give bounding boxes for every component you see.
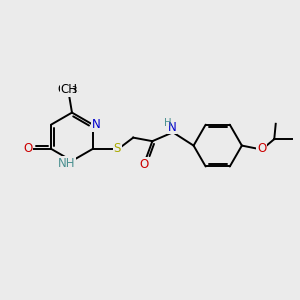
Text: N: N [92, 118, 100, 130]
Text: S: S [114, 142, 121, 155]
Text: H: H [164, 118, 171, 128]
Text: O: O [257, 142, 266, 155]
Text: CH₃: CH₃ [58, 83, 79, 96]
Text: NH: NH [58, 157, 75, 170]
Text: N: N [167, 121, 176, 134]
Text: O: O [23, 142, 32, 155]
Text: O: O [140, 158, 149, 171]
Text: CH: CH [61, 82, 77, 95]
Text: 3: 3 [72, 86, 77, 95]
